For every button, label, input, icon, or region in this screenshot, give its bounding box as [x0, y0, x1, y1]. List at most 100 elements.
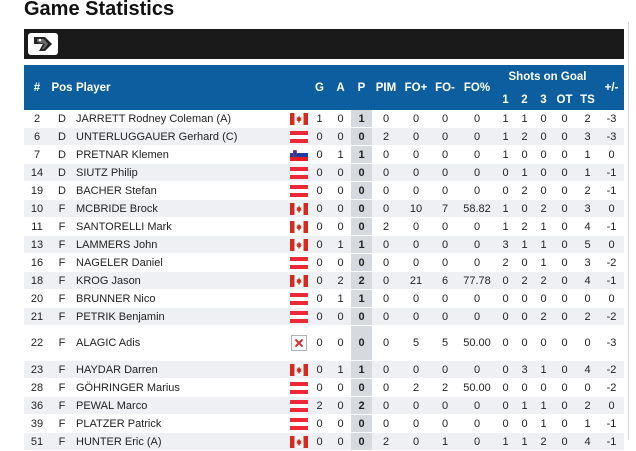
flag-cell [288, 432, 309, 451]
player-number-cell: 16 [24, 253, 50, 272]
shots-total-cell: 2 [576, 307, 599, 326]
faceoff-pct-cell: 58.82 [458, 199, 496, 218]
plus-minus-cell: -3 [599, 110, 624, 128]
player-name-cell[interactable]: HAYDAR Darren [74, 360, 288, 379]
shots-p2-cell: 0 [515, 307, 534, 326]
player-name-cell[interactable]: ALAGIC Adis [74, 325, 288, 361]
player-name-cell[interactable]: BRUNNER Nico [74, 289, 288, 308]
austria-flag-icon [289, 184, 308, 197]
col-goals[interactable]: G [309, 65, 330, 110]
player-name-cell[interactable]: UNTERLUGGAUER Gerhard (C) [74, 127, 288, 146]
shots-p2-cell: 2 [515, 271, 534, 290]
player-number-cell: 13 [24, 235, 50, 254]
shots-p3-cell: 2 [534, 432, 553, 451]
player-number-cell: 6 [24, 127, 50, 146]
player-number-cell: 51 [24, 432, 50, 451]
shots-p1-cell: 0 [496, 181, 515, 200]
shots-p2-cell: 2 [515, 127, 534, 146]
points-cell: 1 [351, 360, 372, 379]
shots-p1-cell: 1 [496, 217, 515, 236]
shots-p1-cell: 2 [496, 253, 515, 272]
player-name-cell[interactable]: KROG Jason [74, 271, 288, 290]
penalty-minutes-cell: 0 [372, 163, 400, 182]
faceoffs-won-cell: 0 [400, 396, 432, 415]
faceoff-pct-cell: 0 [458, 360, 496, 379]
player-name-cell[interactable]: GÖHRINGER Marius [74, 378, 288, 397]
col-shots-total[interactable]: TS [576, 89, 599, 110]
points-cell: 0 [351, 163, 372, 182]
col-points[interactable]: P [351, 65, 372, 110]
austria-flag-icon [289, 399, 308, 412]
player-name-cell[interactable]: NAGELER Daniel [74, 253, 288, 272]
faceoffs-lost-cell: 0 [432, 235, 458, 254]
assists-cell: 0 [330, 307, 351, 326]
flag-cell [288, 378, 309, 397]
shots-total-cell: 4 [576, 360, 599, 379]
shots-p3-cell: 0 [534, 289, 553, 308]
penalty-minutes-cell: 0 [372, 181, 400, 200]
player-position-cell: D [50, 163, 74, 182]
faceoff-pct-cell: 0 [458, 217, 496, 236]
player-name-cell[interactable]: LAMMERS John [74, 235, 288, 254]
col-fo-minus[interactable]: FO- [432, 65, 458, 110]
points-cell: 0 [351, 307, 372, 326]
col-shots-ot[interactable]: OT [553, 89, 576, 110]
player-position-cell: F [50, 199, 74, 218]
faceoffs-lost-cell: 0 [432, 145, 458, 164]
penalty-minutes-cell: 0 [372, 253, 400, 272]
player-name-cell[interactable]: SIUTZ Philip [74, 163, 288, 182]
shots-ot-cell: 0 [553, 235, 576, 254]
col-number[interactable]: # [24, 65, 50, 110]
penalty-minutes-cell: 0 [372, 110, 400, 128]
points-cell: 0 [351, 432, 372, 451]
table-row: 18 F KROG Jason 0 2 2 0 21 6 77.78 0 2 2 0 4 -1 [24, 271, 624, 290]
table-row: 6 D UNTERLUGGAUER Gerhard (C) 0 0 0 2 0 0 0 1 2 0 0 3-… [24, 127, 624, 146]
shots-p3-cell: 2 [534, 199, 553, 218]
flag-cell [288, 253, 309, 272]
col-shots-p3[interactable]: 3 [534, 89, 553, 110]
player-position-cell: F [50, 271, 74, 290]
table-row: 36 F PEWAL Marco 2 0 2 0 0 0 0 0 1 1 0 2 0 [24, 396, 624, 415]
col-shots-p1[interactable]: 1 [496, 89, 515, 110]
player-name-cell[interactable]: MCBRIDE Brock [74, 199, 288, 218]
player-name-cell[interactable]: PETRIK Benjamin [74, 307, 288, 326]
shots-p2-cell: 0 [515, 199, 534, 218]
col-fo-pct[interactable]: FO% [458, 65, 496, 110]
player-name-cell[interactable]: HUNTER Eric (A) [74, 432, 288, 451]
player-position-cell: F [50, 360, 74, 379]
faceoffs-won-cell: 0 [400, 360, 432, 379]
col-fo-plus[interactable]: FO+ [400, 65, 432, 110]
col-assists[interactable]: A [330, 65, 351, 110]
assists-cell: 0 [330, 378, 351, 397]
faceoffs-lost-cell: 0 [432, 396, 458, 415]
col-pim[interactable]: PIM [372, 65, 400, 110]
col-player[interactable]: Player [74, 65, 288, 110]
player-name-cell[interactable]: BACHER Stefan [74, 181, 288, 200]
goals-cell: 0 [309, 181, 330, 200]
austria-flag-icon [289, 417, 308, 430]
col-shots-p2[interactable]: 2 [515, 89, 534, 110]
player-name-cell[interactable]: PRETNAR Klemen [74, 145, 288, 164]
player-number-cell: 23 [24, 360, 50, 379]
plus-minus-cell: -1 [599, 217, 624, 236]
penalty-minutes-cell: 2 [372, 432, 400, 451]
shots-p1-cell: 0 [496, 378, 515, 397]
player-name-cell[interactable]: PEWAL Marco [74, 396, 288, 415]
shots-p1-cell: 1 [496, 110, 515, 128]
col-position[interactable]: Pos [50, 65, 74, 110]
austria-flag-icon [289, 381, 308, 394]
player-number-cell: 20 [24, 289, 50, 308]
player-name-cell[interactable]: SANTORELLI Mark [74, 217, 288, 236]
points-cell: 1 [351, 235, 372, 254]
col-plus-minus[interactable]: +/- [599, 65, 624, 110]
player-name-cell[interactable]: PLATZER Patrick [74, 414, 288, 433]
shots-p3-cell: 0 [534, 378, 553, 397]
plus-minus-cell: 0 [599, 199, 624, 218]
faceoffs-lost-cell: 0 [432, 127, 458, 146]
team-logo-icon[interactable] [28, 33, 58, 55]
player-name-cell[interactable]: JARRETT Rodney Coleman (A) [74, 110, 288, 128]
player-position-cell: F [50, 378, 74, 397]
shots-p2-cell: 1 [515, 163, 534, 182]
faceoff-pct-cell: 0 [458, 181, 496, 200]
faceoffs-won-cell: 21 [400, 271, 432, 290]
